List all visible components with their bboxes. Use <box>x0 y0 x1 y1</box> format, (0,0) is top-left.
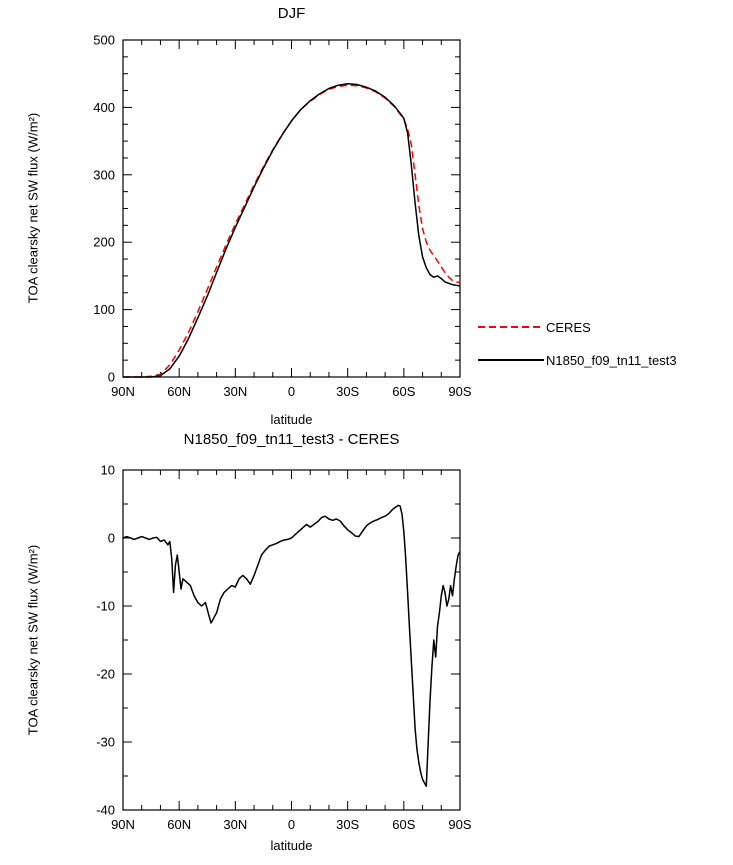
y-tick-label: 0 <box>108 531 115 546</box>
chart-area-0: 90N 60N 30N 0 30S 60S 90S 0 100 200 300 400 500 <box>93 33 472 400</box>
x-tick-label: 90N <box>111 384 135 399</box>
model-solid-line-sample <box>478 359 544 361</box>
y-tick-label: 100 <box>93 302 115 317</box>
y-tick-label: 500 <box>93 33 115 48</box>
x-tick-label: 30N <box>223 384 247 399</box>
tick-marks <box>122 469 461 811</box>
y-tick-label: 200 <box>93 235 115 250</box>
x-tick-label: 30S <box>336 817 359 832</box>
top-chart-x-axis-label: latitude <box>270 412 313 427</box>
legend-label-ceres: CERES <box>546 319 591 335</box>
series-line-n1850_f09_tn11_test3 <box>123 83 461 378</box>
chart-area-1: 90N 60N 30N 0 30S 60S 90S -40 -30 -20 -10 0 10 <box>96 463 472 833</box>
tick-marks <box>122 39 461 378</box>
y-tick-label: 0 <box>108 370 115 385</box>
series-line-n1850_f09_tn11_test3-ceres <box>122 504 461 787</box>
y-tick-label: 300 <box>93 167 115 182</box>
x-tick-label: 30S <box>336 384 359 399</box>
bottom-chart-title: N1850_f09_tn11_test3 - CERES <box>183 431 400 448</box>
x-tick-label: 90S <box>448 817 471 832</box>
legend: CERES N1850_f09_tn11_test3 <box>478 320 677 386</box>
y-tick-label: -10 <box>96 599 115 614</box>
top-chart-y-axis-label: TOA clearsky net SW flux (W/m²) <box>25 112 41 304</box>
y-tick-label: -40 <box>96 803 115 818</box>
legend-entry-ceres: CERES <box>478 319 677 335</box>
bottom-chart-y-axis-label: TOA clearsky net SW flux (W/m²) <box>25 544 41 736</box>
x-tick-label: 60S <box>392 384 415 399</box>
x-tick-label: 60N <box>167 817 191 832</box>
legend-label-model: N1850_f09_tn11_test3 <box>546 352 677 368</box>
legend-entry-model: N1850_f09_tn11_test3 <box>478 352 677 368</box>
ceres-dashed-line-sample <box>478 326 544 328</box>
x-tick-label: 60N <box>167 384 191 399</box>
top-chart-title: DJF <box>277 5 306 22</box>
y-tick-label: -20 <box>96 667 115 682</box>
x-tick-label: 90N <box>111 817 135 832</box>
y-tick-label: 10 <box>101 463 115 478</box>
x-tick-label: 90S <box>448 384 471 399</box>
y-tick-label: 400 <box>93 100 115 115</box>
x-tick-label: 0 <box>288 817 295 832</box>
x-tick-label: 60S <box>392 817 415 832</box>
series-line-ceres <box>123 84 461 378</box>
bottom-chart-x-axis-label: latitude <box>270 838 313 853</box>
plot-frame <box>122 39 461 378</box>
x-tick-label: 0 <box>288 384 295 399</box>
y-tick-label: -30 <box>96 735 115 750</box>
x-tick-label: 30N <box>223 817 247 832</box>
